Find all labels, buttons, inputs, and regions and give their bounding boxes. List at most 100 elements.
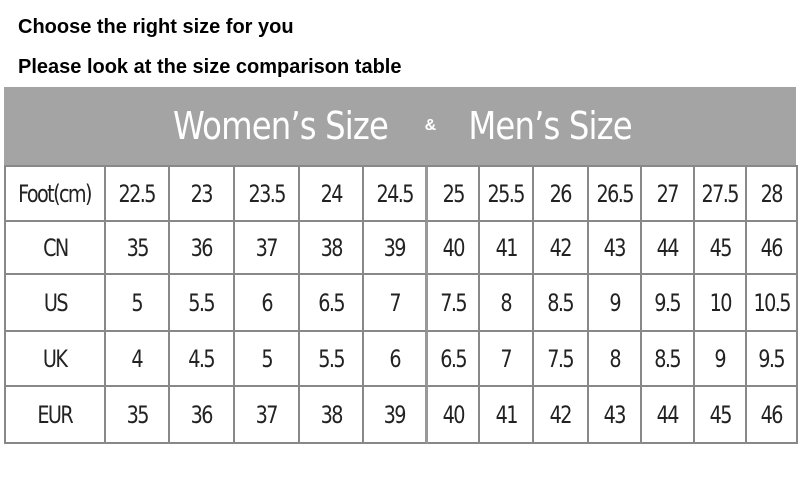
table-cell: 40	[428, 222, 480, 275]
row-label: US	[6, 275, 106, 332]
cell-value: 28	[760, 179, 784, 208]
cell-value: 24.5	[376, 179, 414, 208]
cell-value: 36	[190, 233, 214, 262]
cell-value: 7	[500, 344, 513, 373]
ampersand: &	[424, 117, 437, 134]
table-cell: 45	[695, 222, 747, 275]
row-label: EUR	[6, 387, 106, 444]
table-cell: 7.5	[428, 275, 480, 332]
cell-value: 9.5	[758, 344, 786, 373]
row-label: Foot(cm)	[6, 167, 106, 222]
table-cell: 7.5	[534, 332, 589, 387]
table-cell: 24	[300, 167, 364, 222]
table-cell: 44	[642, 222, 695, 275]
cell-value: 26	[549, 179, 573, 208]
cell-value: 7.5	[440, 288, 467, 317]
cell-value: 8	[609, 344, 621, 373]
cell-value: 27	[656, 179, 680, 208]
table-cell: 42	[534, 222, 589, 275]
table-cell: 28	[747, 167, 798, 222]
row-label-text: EUR	[37, 400, 74, 429]
table-cell: 25.5	[480, 167, 534, 222]
cell-value: 7.5	[547, 344, 575, 373]
table-cell: 26	[534, 167, 589, 222]
cell-value: 39	[383, 400, 407, 429]
cell-value: 26.5	[596, 179, 634, 208]
cell-value: 43	[603, 233, 627, 262]
cell-value: 25	[442, 179, 465, 208]
cell-value: 35	[126, 400, 149, 429]
table-cell: 42	[534, 387, 589, 444]
cell-value: 6	[261, 288, 273, 317]
table-cell: 8	[589, 332, 642, 387]
table-cell: 9.5	[747, 332, 798, 387]
cell-value: 46	[760, 400, 784, 429]
cell-value: 10.5	[753, 288, 791, 317]
table-cell: 43	[589, 222, 642, 275]
table-cell: 23	[170, 167, 235, 222]
table-cell: 6	[235, 275, 300, 332]
table-cell: 27	[642, 167, 695, 222]
table-cell: 6.5	[428, 332, 480, 387]
cell-value: 42	[549, 400, 573, 429]
cell-value: 37	[255, 400, 279, 429]
table-cell: 36	[170, 222, 235, 275]
cell-value: 41	[495, 233, 518, 262]
cell-value: 36	[190, 400, 214, 429]
cell-value: 6	[389, 344, 401, 373]
table-cell: 9.5	[642, 275, 695, 332]
cell-value: 8	[500, 288, 513, 317]
table-cell: 5	[106, 275, 170, 332]
cell-value: 45	[709, 400, 732, 429]
cell-value: 42	[549, 233, 573, 262]
cell-value: 46	[760, 233, 784, 262]
table-cell: 37	[235, 387, 300, 444]
cell-value: 9	[714, 344, 727, 373]
cell-value: 43	[603, 400, 627, 429]
row-label-text: UK	[43, 344, 68, 373]
cell-value: 5	[131, 288, 144, 317]
cell-value: 8.5	[547, 288, 575, 317]
cell-value: 6.5	[440, 344, 467, 373]
cell-value: 7	[389, 288, 401, 317]
table-cell: 7	[364, 275, 428, 332]
cell-value: 45	[709, 233, 732, 262]
row-label-text: CN	[42, 233, 69, 262]
table-cell: 8.5	[642, 332, 695, 387]
table-cell: 39	[364, 387, 428, 444]
table-cell: 41	[480, 222, 534, 275]
table-cell: 39	[364, 222, 428, 275]
row-label-text: US	[43, 288, 68, 317]
womens-size-title: Women’s Size	[172, 104, 389, 148]
table-cell: 24.5	[364, 167, 428, 222]
cell-value: 38	[320, 233, 343, 262]
row-label-text: Foot(cm)	[18, 179, 93, 208]
table-cell: 38	[300, 387, 364, 444]
cell-value: 35	[126, 233, 149, 262]
row-label: CN	[6, 222, 106, 275]
cell-value: 5	[261, 344, 273, 373]
table-cell: 8.5	[534, 275, 589, 332]
cell-value: 25.5	[487, 179, 526, 208]
mens-size-title: Men’s Size	[468, 104, 633, 148]
table-cell: 40	[428, 387, 480, 444]
table-cell: 27.5	[695, 167, 747, 222]
table-cell: 46	[747, 387, 798, 444]
cell-value: 23	[190, 179, 214, 208]
table-cell: 36	[170, 387, 235, 444]
table-cell: 37	[235, 222, 300, 275]
table-cell: 4	[106, 332, 170, 387]
cell-value: 8.5	[654, 344, 682, 373]
table-cell: 10	[695, 275, 747, 332]
cell-value: 27.5	[701, 179, 740, 208]
table-cell: 5	[235, 332, 300, 387]
size-table: Foot(cm) 22.5 23 23.5 24 24.5 25 25.5 26 26.5 27 27…	[4, 165, 798, 444]
cell-value: 37	[255, 233, 279, 262]
cell-value: 6.5	[318, 288, 345, 317]
cell-value: 10	[709, 288, 732, 317]
table-cell: 5.5	[300, 332, 364, 387]
intro-line-1: Choose the right size for you	[18, 16, 294, 38]
size-banner: Women’s Size & Men’s Size	[4, 87, 796, 165]
cell-value: 9.5	[654, 288, 682, 317]
cell-value: 5.5	[318, 344, 345, 373]
